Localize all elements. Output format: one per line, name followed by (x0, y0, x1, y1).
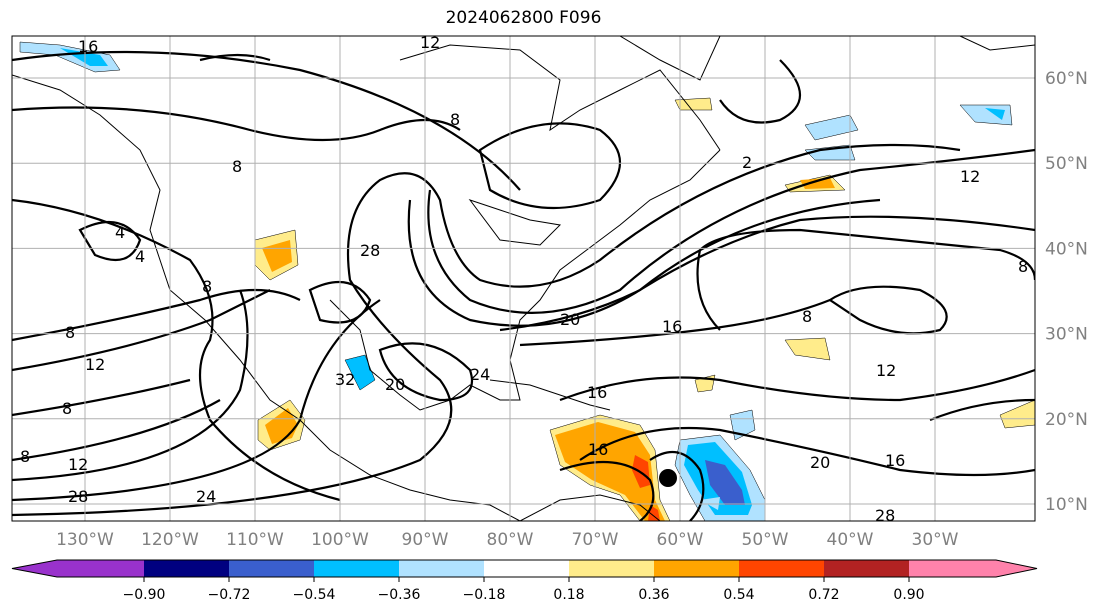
colorbar-extend-high (909, 560, 1037, 577)
longitude-label: 80°W (487, 530, 534, 550)
contour-label: 12 (876, 361, 896, 380)
colorbar-label: −0.54 (293, 587, 336, 603)
latitude-label: 60°N (1045, 69, 1088, 89)
colorbar-segment (824, 560, 909, 577)
contour-label: 12 (960, 167, 980, 186)
contour-label: 16 (78, 37, 98, 56)
colorbar-segment (569, 560, 654, 577)
longitude-label: 50°W (742, 530, 789, 550)
contour-label: 16 (662, 317, 682, 336)
contour-label: 8 (450, 110, 460, 129)
contour-label: 16 (885, 451, 905, 470)
colorbar-label: −0.90 (123, 587, 166, 603)
contour-label: 8 (802, 307, 812, 326)
contour-label: 24 (470, 365, 490, 384)
colorbar-label: 0.36 (638, 587, 669, 603)
contour-label: 20 (810, 453, 830, 472)
contour-label: 28 (68, 487, 88, 506)
colorbar-label: 0.18 (553, 587, 584, 603)
contours (12, 50, 1035, 521)
colorbar-label: 0.54 (723, 587, 754, 603)
coastlines (12, 36, 1035, 521)
contour-label: 8 (20, 447, 30, 466)
longitude-label: 110°W (226, 530, 284, 550)
latitude-label: 30°N (1045, 325, 1088, 345)
contour-label: 8 (202, 277, 212, 296)
colorbar-label: 0.90 (893, 587, 924, 603)
colorbar-segment (654, 560, 739, 577)
contour-label: 32 (335, 370, 355, 389)
contour-label: 12 (85, 355, 105, 374)
colorbar: −0.90 −0.72 −0.54 −0.36 −0.18 0.18 0.36 0.54 0.7… (11, 559, 1038, 603)
colorbar-extend-low (12, 560, 144, 577)
longitude-label: 40°W (827, 530, 874, 550)
longitude-labels: 130°W 120°W 110°W 100°W 90°W 80°W 70°W 60°W 50°W… (56, 530, 959, 550)
contour-label: 4 (115, 223, 125, 242)
contour-label: 24 (196, 487, 216, 506)
latitude-label: 10°N (1045, 495, 1088, 515)
longitude-label: 130°W (56, 530, 114, 550)
contour-label: 2 (742, 153, 752, 172)
longitude-label: 60°W (657, 530, 704, 550)
contour-label: 28 (360, 241, 380, 260)
latitude-label: 20°N (1045, 410, 1088, 430)
colorbar-label: −0.36 (378, 587, 421, 603)
longitude-label: 70°W (572, 530, 619, 550)
colorbar-segment (399, 560, 484, 577)
contour-label: 20 (385, 375, 405, 394)
map-frame (11, 35, 1036, 522)
latitude-label: 40°N (1045, 239, 1088, 259)
longitude-label: 100°W (311, 530, 369, 550)
contour-label: 12 (420, 33, 440, 52)
contour-label: 16 (588, 440, 608, 459)
longitude-label: 30°W (912, 530, 959, 550)
colorbar-segment (144, 560, 229, 577)
colorbar-label: −0.18 (463, 587, 506, 603)
longitude-label: 90°W (402, 530, 449, 550)
colorbar-segment (314, 560, 399, 577)
colorbar-outline (11, 559, 1038, 578)
storm-center-marker (659, 469, 677, 487)
contour-label: 28 (875, 506, 895, 525)
colorbar-segment (739, 560, 824, 577)
contour-label: 12 (68, 455, 88, 474)
contour-label: 8 (232, 157, 242, 176)
colorbar-segment (229, 560, 314, 577)
latitude-label: 50°N (1045, 154, 1088, 174)
longitude-label: 120°W (141, 530, 199, 550)
contour-label: 8 (62, 399, 72, 418)
contour-labels: 16 8 4 4 8 8 12 8 8 12 28 24 28 32 20 24… (20, 33, 1028, 525)
colorbar-segment (484, 560, 569, 577)
contour-label: 8 (1018, 257, 1028, 276)
contour-label: 20 (560, 310, 580, 329)
map-title: 2024062800 F096 (445, 8, 602, 28)
gridlines (12, 36, 1035, 521)
contour-label: 16 (587, 383, 607, 402)
contour-label: 8 (65, 323, 75, 342)
contour-label: 4 (135, 247, 145, 266)
latitude-labels: 60°N 50°N 40°N 30°N 20°N 10°N (1045, 69, 1088, 515)
colorbar-label: 0.72 (808, 587, 839, 603)
colorbar-label: −0.72 (208, 587, 251, 603)
